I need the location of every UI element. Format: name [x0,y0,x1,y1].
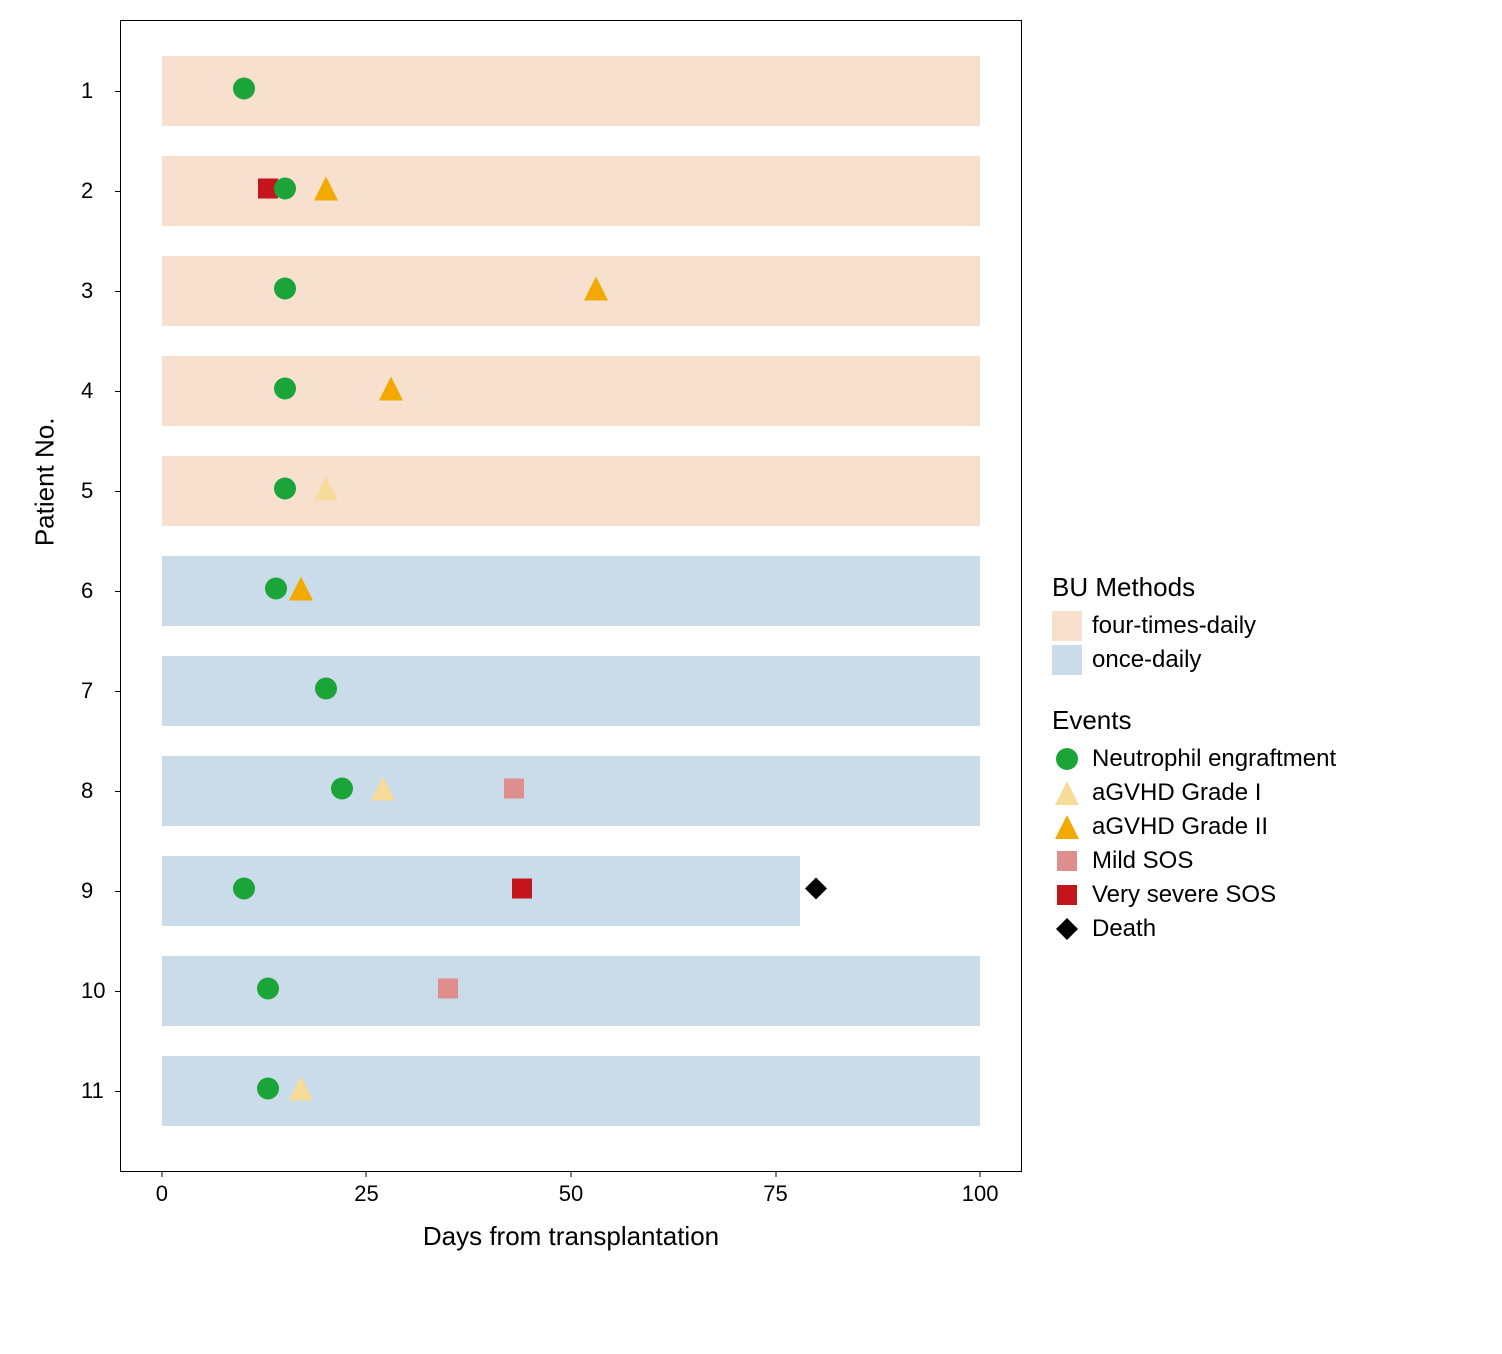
legend-label: aGVHD Grade I [1092,779,1261,807]
x-tick-mark [775,1171,776,1177]
legend-events-title: Events [1052,705,1336,736]
event-severe_sos [512,879,532,904]
event-agvhd1 [314,477,338,506]
x-tick-label: 100 [962,1181,999,1207]
x-tick-mark [366,1171,367,1177]
event-agvhd1 [371,777,395,806]
legend-item: once-daily [1052,645,1336,675]
legend-label: aGVHD Grade II [1092,813,1268,841]
legend-label: four-times-daily [1092,612,1256,640]
event-neutrophil [274,278,296,305]
y-tick-mark [115,91,121,92]
event-neutrophil [257,978,279,1005]
x-tick-label: 25 [354,1181,378,1207]
legend-marker-agvhd2 [1052,812,1082,842]
legend-item: Very severe SOS [1052,880,1336,910]
x-axis-label: Days from transplantation [423,1221,719,1252]
event-neutrophil [331,778,353,805]
legend-item: Neutrophil engraftment [1052,744,1336,774]
event-neutrophil [265,578,287,605]
y-tick-mark [115,791,121,792]
y-tick-label: 11 [81,1078,1011,1104]
event-agvhd2 [289,577,313,606]
event-neutrophil [233,78,255,105]
legend-bu-section: BU Methods four-times-daily once-daily [1052,572,1336,675]
y-tick-mark [115,391,121,392]
legend-swatch [1052,611,1082,641]
x-tick-mark [980,1171,981,1177]
y-axis-label: Patient No. [30,418,61,547]
x-tick-label: 75 [763,1181,787,1207]
legend-label: Very severe SOS [1092,881,1276,909]
y-tick-label: 9 [81,878,1011,904]
legend-label: Mild SOS [1092,847,1193,875]
y-tick-mark [115,191,121,192]
y-tick-mark [115,591,121,592]
event-mild_sos [438,979,458,1004]
legend-marker-agvhd1 [1052,778,1082,808]
y-tick-label: 3 [81,278,1011,304]
legend-marker-mild_sos [1052,846,1082,876]
event-neutrophil [315,678,337,705]
y-tick-mark [115,291,121,292]
y-tick-mark [115,491,121,492]
event-agvhd2 [314,177,338,206]
y-tick-mark [115,1091,121,1092]
legend-swatch [1052,645,1082,675]
y-tick-label: 6 [81,578,1011,604]
y-tick-mark [115,991,121,992]
legend-item: Death [1052,914,1336,944]
legend-item: aGVHD Grade I [1052,778,1336,808]
x-tick-mark [161,1171,162,1177]
legend-item: aGVHD Grade II [1052,812,1336,842]
legend-label: Neutrophil engraftment [1092,745,1336,773]
chart-container: 02550751001234567891011 Patient No. Days… [20,20,1482,1272]
event-agvhd2 [584,277,608,306]
y-tick-label: 1 [81,78,1011,104]
event-death [805,878,827,905]
event-neutrophil [274,178,296,205]
plot-area: 02550751001234567891011 [120,20,1022,1172]
event-neutrophil [274,478,296,505]
legend-label: Death [1092,915,1156,943]
legend-label: once-daily [1092,646,1201,674]
event-neutrophil [233,878,255,905]
event-mild_sos [504,779,524,804]
x-tick-label: 0 [156,1181,168,1207]
legend-marker-death [1052,914,1082,944]
event-agvhd1 [289,1077,313,1106]
legend-item: four-times-daily [1052,611,1336,641]
y-tick-label: 10 [81,978,1011,1004]
legend: BU Methods four-times-daily once-daily Even… [1052,572,1336,974]
y-tick-label: 8 [81,778,1011,804]
legend-events-section: Events Neutrophil engraftment aGVHD Grade … [1052,705,1336,944]
y-tick-mark [115,691,121,692]
legend-marker-severe_sos [1052,880,1082,910]
legend-marker-neutrophil [1052,744,1082,774]
y-tick-label: 5 [81,478,1011,504]
y-tick-label: 7 [81,678,1011,704]
y-tick-label: 2 [81,178,1011,204]
y-tick-label: 4 [81,378,1011,404]
x-tick-label: 50 [559,1181,583,1207]
event-agvhd2 [379,377,403,406]
x-tick-mark [571,1171,572,1177]
event-neutrophil [274,378,296,405]
y-tick-mark [115,891,121,892]
event-neutrophil [257,1078,279,1105]
legend-item: Mild SOS [1052,846,1336,876]
legend-bu-title: BU Methods [1052,572,1336,603]
